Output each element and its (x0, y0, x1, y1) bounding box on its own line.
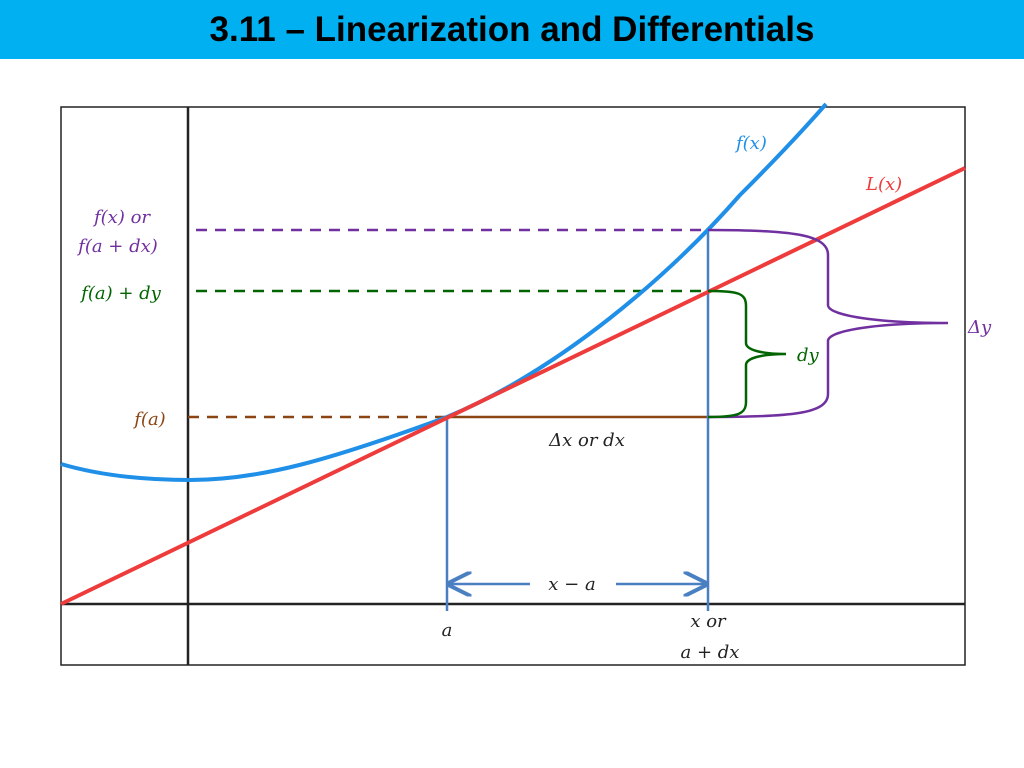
label-delta-y: Δy (967, 317, 992, 338)
label-a-plus-dx: a + dx (681, 642, 740, 663)
label-a: a (442, 620, 453, 641)
label-x-or: x or (690, 611, 727, 632)
label-fa-plus-dy: f(a) + dy (79, 283, 161, 304)
title-bar: 3.11 – Linearization and Differentials (0, 0, 1024, 59)
label-fx: f(x) (734, 133, 767, 154)
tangent-lx (60, 166, 966, 606)
label-delta-x-or-dx: Δx or dx (548, 430, 625, 451)
page-title: 3.11 – Linearization and Differentials (209, 9, 815, 49)
plot-frame (60, 106, 966, 666)
dy-brace (707, 289, 787, 419)
label-lx: L(x) (865, 174, 902, 195)
label-fa: f(a) (132, 409, 165, 430)
label-fx-or: f(x) or (92, 207, 151, 228)
label-f-a-plus-dx: f(a + dx) (76, 236, 158, 257)
label-x-minus-a: x − a (548, 574, 595, 595)
delta-y-brace (707, 228, 949, 419)
label-dy: dy (797, 345, 820, 366)
